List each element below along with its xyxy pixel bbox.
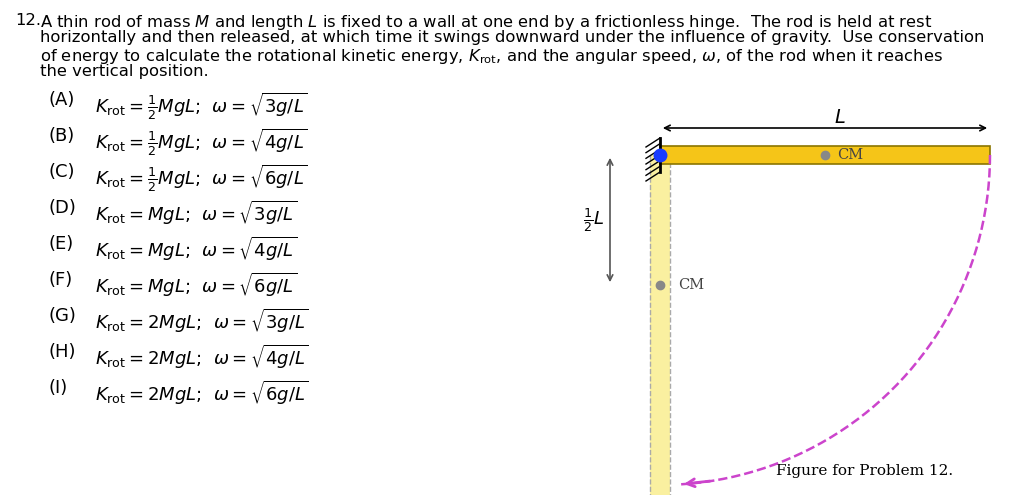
Text: $K_\mathrm{rot} = MgL$;  $\omega = \sqrt{6g/L}$: $K_\mathrm{rot} = MgL$; $\omega = \sqrt{… <box>95 271 297 299</box>
Text: $K_\mathrm{rot} = \frac{1}{2}MgL$;  $\omega = \sqrt{4g/L}$: $K_\mathrm{rot} = \frac{1}{2}MgL$; $\ome… <box>95 127 307 158</box>
Text: (A): (A) <box>48 91 75 109</box>
Text: $K_\mathrm{rot} = MgL$;  $\omega = \sqrt{3g/L}$: $K_\mathrm{rot} = MgL$; $\omega = \sqrt{… <box>95 199 297 227</box>
Text: (D): (D) <box>48 199 76 217</box>
Text: (C): (C) <box>48 163 75 181</box>
Text: $K_\mathrm{rot} = 2MgL$;  $\omega = \sqrt{3g/L}$: $K_\mathrm{rot} = 2MgL$; $\omega = \sqrt… <box>95 307 308 335</box>
Bar <box>650 155 670 495</box>
Text: $K_\mathrm{rot} = 2MgL$;  $\omega = \sqrt{4g/L}$: $K_\mathrm{rot} = 2MgL$; $\omega = \sqrt… <box>95 343 308 371</box>
Text: $K_\mathrm{rot} = 2MgL$;  $\omega = \sqrt{6g/L}$: $K_\mathrm{rot} = 2MgL$; $\omega = \sqrt… <box>95 379 308 407</box>
Text: $K_\mathrm{rot} = \frac{1}{2}MgL$;  $\omega = \sqrt{3g/L}$: $K_\mathrm{rot} = \frac{1}{2}MgL$; $\ome… <box>95 91 307 122</box>
Text: of energy to calculate the rotational kinetic energy, $K_\mathrm{rot}$, and the : of energy to calculate the rotational ki… <box>40 47 943 66</box>
Text: the vertical position.: the vertical position. <box>40 64 209 79</box>
Text: CM: CM <box>837 148 863 162</box>
Bar <box>660 146 990 164</box>
Text: Figure for Problem 12.: Figure for Problem 12. <box>776 464 953 478</box>
Text: (H): (H) <box>48 343 76 361</box>
Text: (F): (F) <box>48 271 73 289</box>
Text: $K_\mathrm{rot} = MgL$;  $\omega = \sqrt{4g/L}$: $K_\mathrm{rot} = MgL$; $\omega = \sqrt{… <box>95 235 297 263</box>
Text: CM: CM <box>678 278 705 292</box>
Text: (I): (I) <box>48 379 68 397</box>
Text: A thin rod of mass $M$ and length $L$ is fixed to a wall at one end by a frictio: A thin rod of mass $M$ and length $L$ is… <box>40 13 932 32</box>
Text: (B): (B) <box>48 127 75 145</box>
Text: (G): (G) <box>48 307 76 325</box>
Text: 12.: 12. <box>15 13 41 28</box>
Text: horizontally and then released, at which time it swings downward under the influ: horizontally and then released, at which… <box>40 30 984 45</box>
Text: $K_\mathrm{rot} = \frac{1}{2}MgL$;  $\omega = \sqrt{6g/L}$: $K_\mathrm{rot} = \frac{1}{2}MgL$; $\ome… <box>95 163 307 194</box>
Text: $\frac{1}{2}L$: $\frac{1}{2}L$ <box>583 206 604 234</box>
Text: $L$: $L$ <box>835 109 846 127</box>
Text: (E): (E) <box>48 235 74 253</box>
